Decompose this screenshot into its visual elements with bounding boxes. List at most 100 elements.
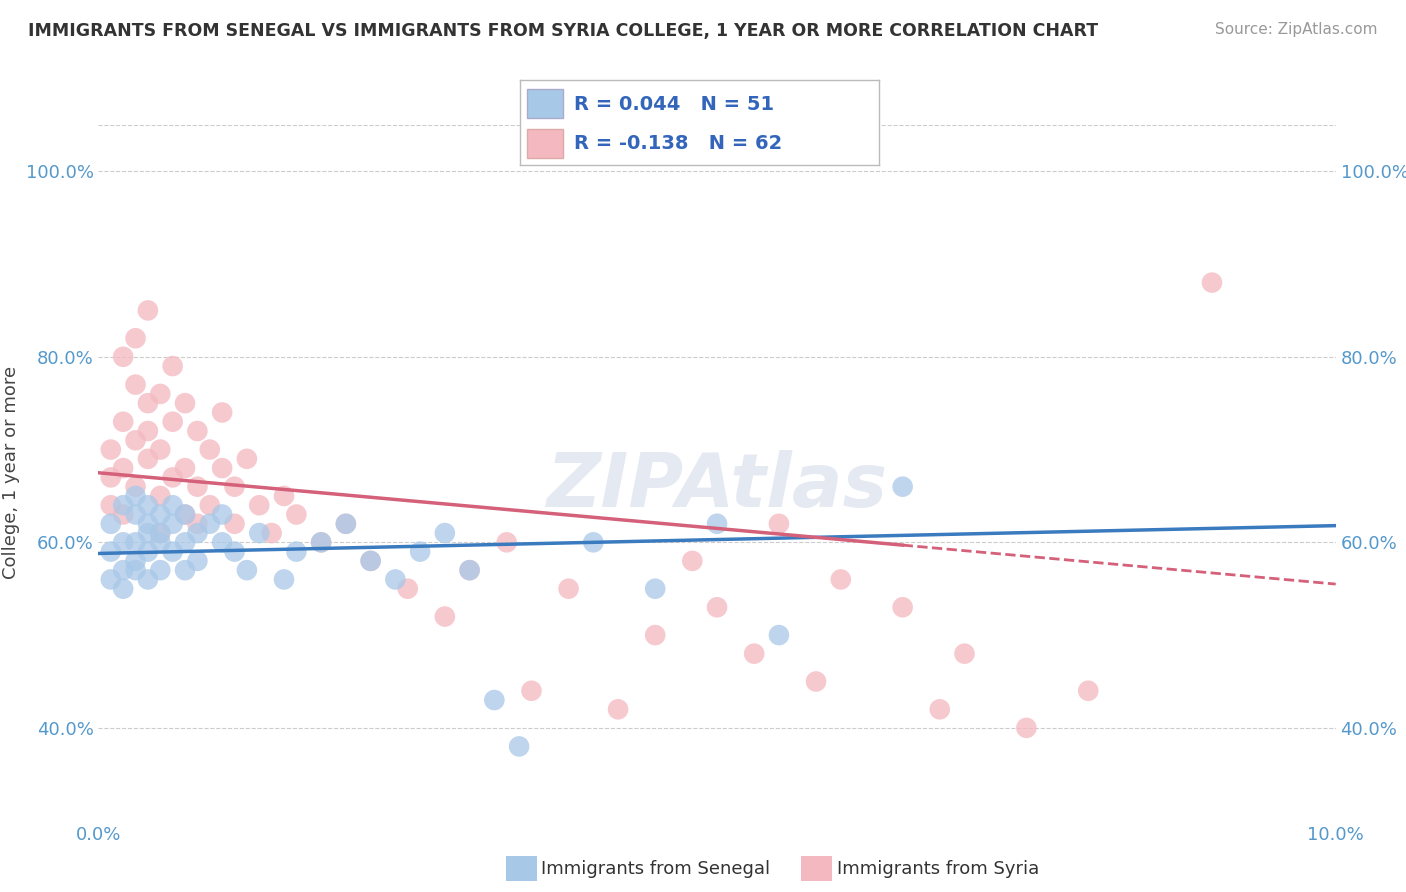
FancyBboxPatch shape <box>527 128 564 158</box>
Point <box>100 544 122 558</box>
Point <box>644 582 666 596</box>
Point <box>174 461 197 475</box>
Point <box>124 331 146 345</box>
Point <box>433 526 456 541</box>
Point <box>706 516 728 531</box>
Point <box>508 739 530 754</box>
Point <box>360 554 382 568</box>
Point <box>149 535 172 549</box>
Point <box>186 516 208 531</box>
Point <box>124 377 146 392</box>
Point <box>198 442 221 457</box>
Point <box>174 508 197 522</box>
Point <box>124 554 146 568</box>
Point <box>247 498 270 512</box>
Point <box>742 647 765 661</box>
Point <box>136 424 159 438</box>
Point <box>768 516 790 531</box>
Point <box>100 470 122 484</box>
Point <box>124 508 146 522</box>
Point <box>149 508 172 522</box>
Point <box>149 526 172 541</box>
Point <box>360 554 382 568</box>
Point <box>124 535 146 549</box>
Point <box>433 609 456 624</box>
Point <box>224 544 246 558</box>
Point <box>582 535 605 549</box>
Point <box>174 535 197 549</box>
Point <box>891 600 914 615</box>
Point <box>285 544 308 558</box>
Point <box>830 573 852 587</box>
Point <box>1201 276 1223 290</box>
Point <box>136 451 159 466</box>
Point <box>260 526 283 541</box>
Point <box>1077 683 1099 698</box>
Point <box>198 498 221 512</box>
Point <box>112 508 135 522</box>
Point <box>953 647 976 661</box>
Point <box>100 516 122 531</box>
Point <box>136 516 159 531</box>
Point <box>112 415 135 429</box>
Point <box>112 535 135 549</box>
Point <box>149 526 172 541</box>
Point <box>149 563 172 577</box>
Point <box>211 508 233 522</box>
Point <box>112 498 135 512</box>
Point <box>224 480 246 494</box>
Point <box>174 396 197 410</box>
Point <box>112 563 135 577</box>
Point <box>124 489 146 503</box>
Point <box>174 508 197 522</box>
Text: R = 0.044   N = 51: R = 0.044 N = 51 <box>574 95 775 113</box>
Point <box>644 628 666 642</box>
Text: Immigrants from Senegal: Immigrants from Senegal <box>541 860 770 878</box>
Point <box>112 350 135 364</box>
Point <box>112 582 135 596</box>
Point <box>247 526 270 541</box>
Point <box>285 508 308 522</box>
Point <box>136 526 159 541</box>
Point <box>458 563 481 577</box>
Point <box>891 480 914 494</box>
Point <box>112 461 135 475</box>
Point <box>384 573 406 587</box>
Point <box>186 480 208 494</box>
Point <box>236 451 259 466</box>
Point <box>681 554 703 568</box>
Point <box>484 693 506 707</box>
Point <box>162 498 184 512</box>
Point <box>706 600 728 615</box>
Point <box>124 563 146 577</box>
Point <box>100 573 122 587</box>
Point <box>162 359 184 373</box>
Point <box>174 563 197 577</box>
Point <box>211 461 233 475</box>
Point <box>211 405 233 419</box>
Text: IMMIGRANTS FROM SENEGAL VS IMMIGRANTS FROM SYRIA COLLEGE, 1 YEAR OR MORE CORRELA: IMMIGRANTS FROM SENEGAL VS IMMIGRANTS FR… <box>28 22 1098 40</box>
Point <box>335 516 357 531</box>
Point <box>149 387 172 401</box>
Point <box>198 516 221 531</box>
Point <box>1015 721 1038 735</box>
Point <box>224 516 246 531</box>
Point <box>495 535 517 549</box>
Point <box>186 554 208 568</box>
Point <box>335 516 357 531</box>
Point <box>409 544 432 558</box>
Point <box>186 424 208 438</box>
Text: ZIPAtlas: ZIPAtlas <box>547 450 887 524</box>
Point <box>162 470 184 484</box>
Point <box>149 489 172 503</box>
Point <box>124 480 146 494</box>
Point <box>804 674 827 689</box>
Point <box>136 498 159 512</box>
Point <box>100 442 122 457</box>
Point <box>607 702 630 716</box>
Y-axis label: College, 1 year or more: College, 1 year or more <box>1 367 20 579</box>
Point <box>768 628 790 642</box>
Point <box>928 702 950 716</box>
Point <box>557 582 579 596</box>
Point <box>136 303 159 318</box>
